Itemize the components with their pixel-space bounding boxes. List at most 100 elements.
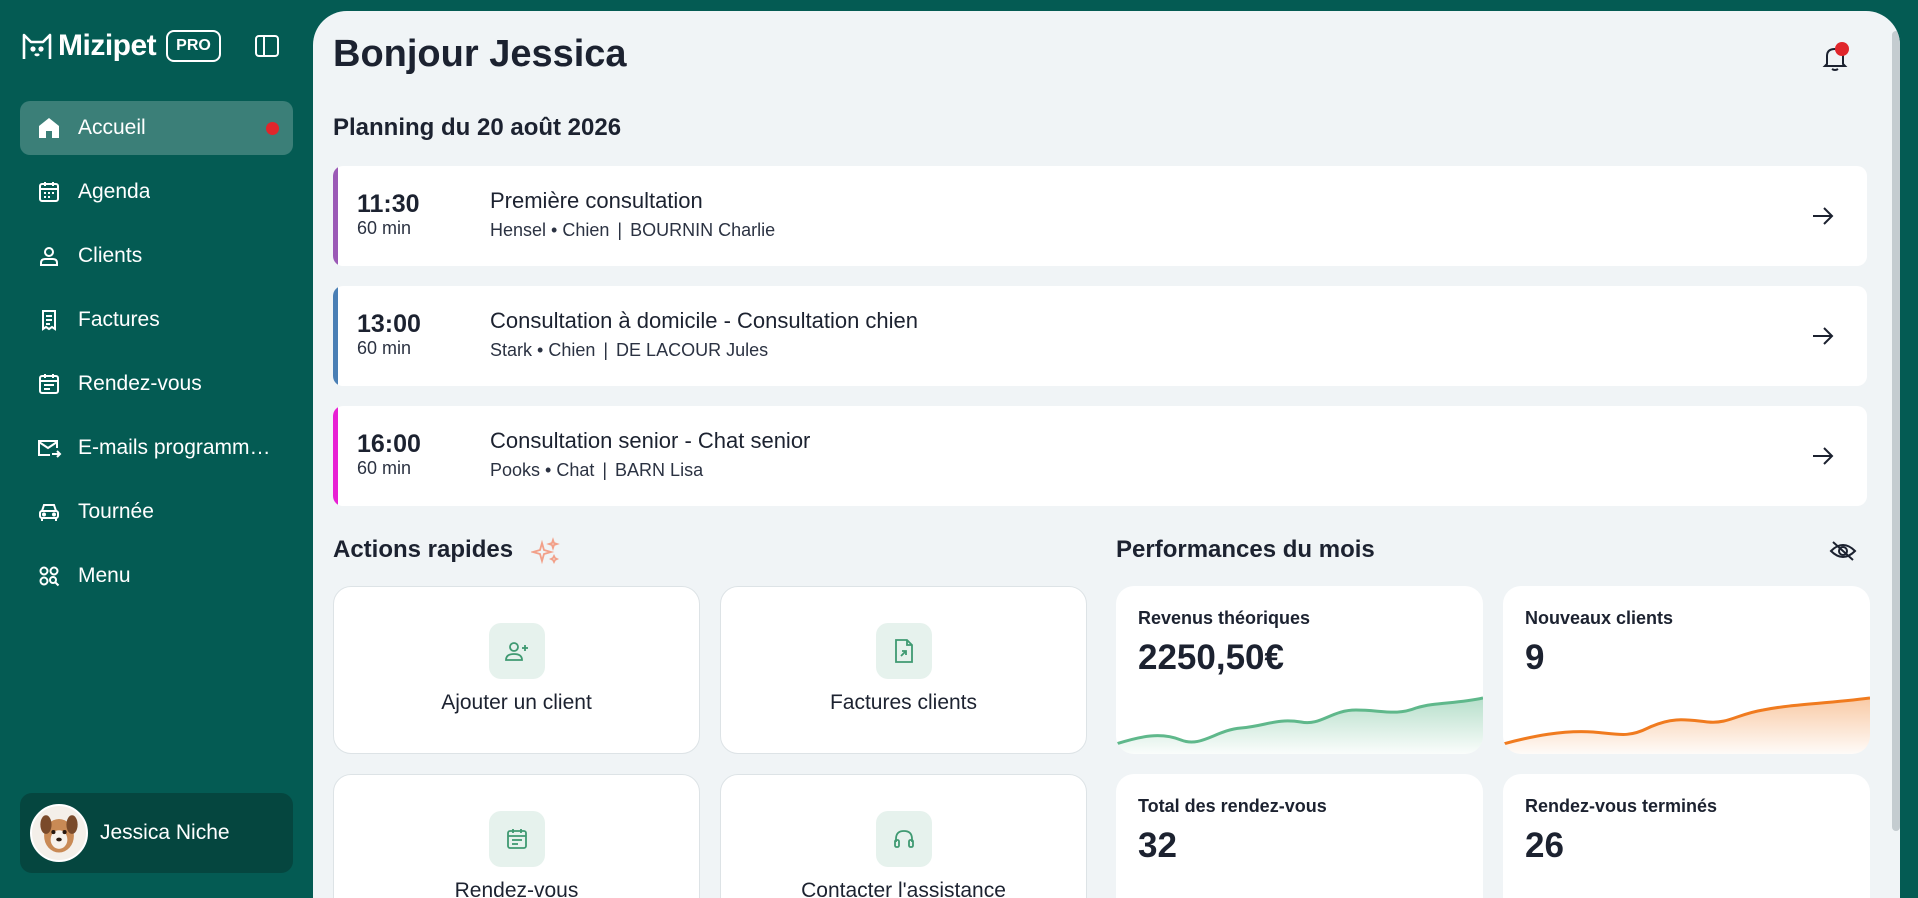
sidebar-item-agenda[interactable]: Agenda (20, 165, 293, 219)
appointment-title: Consultation senior - Chat senior (490, 428, 811, 453)
sidebar-item-factures[interactable]: Factures (20, 293, 293, 347)
appointment-client: DE LACOUR Jules (616, 340, 769, 360)
metric-label: Revenus théoriques (1138, 608, 1311, 628)
sidebar-item-emails-programmes[interactable]: E-mails programm… (20, 421, 293, 475)
notification-dot (1835, 42, 1849, 56)
add-client-button[interactable]: Ajouter un client (333, 586, 700, 754)
action-label: Factures clients (829, 691, 978, 714)
notification-dot (266, 122, 279, 135)
cat-logo-icon (20, 28, 56, 64)
mail-send-icon (36, 435, 62, 461)
completed-appointments-sparkline (1503, 862, 1870, 898)
action-label: Ajouter un client (441, 691, 592, 714)
appointment-duration: 60 min (357, 218, 412, 238)
scrollbar[interactable] (1892, 31, 1900, 831)
main-content: Bonjour Jessica Planning du 20 août 2026… (313, 11, 1900, 898)
page-title: Bonjour Jessica (333, 33, 627, 75)
arrow-right-icon[interactable] (1809, 322, 1837, 350)
avatar (30, 804, 88, 862)
completed-appointments-card: Rendez-vous terminés 26 (1503, 774, 1870, 898)
user-plus-icon (489, 623, 545, 679)
appointment-card[interactable]: 13:00 60 min Consultation à domicile - C… (333, 286, 1867, 386)
revenue-card: Revenus théoriques 2250,50€ (1116, 586, 1483, 754)
sidebar-item-label: Rendez-vous (78, 372, 202, 395)
sidebar: Mizipet PRO Accueil (0, 0, 313, 898)
sidebar-item-label: Factures (78, 308, 160, 331)
client-invoices-button[interactable]: Factures clients (720, 586, 1087, 754)
sparkle-icon (529, 537, 561, 567)
appointment-card[interactable]: 16:00 60 min Consultation senior - Chat … (333, 406, 1867, 506)
metric-value: 2250,50€ (1138, 638, 1284, 677)
action-label: Contacter l'assistance (801, 879, 1006, 898)
calendar-list-icon (36, 371, 62, 397)
arrow-right-icon[interactable] (1809, 442, 1837, 470)
headset-icon (876, 811, 932, 867)
appointment-meta: Pooks • Chat | BARN Lisa (490, 460, 704, 480)
appointment-title: Consultation à domicile - Consultation c… (490, 308, 919, 333)
arrow-right-icon[interactable] (1809, 202, 1837, 230)
appointment-time: 13:00 (357, 310, 421, 338)
user-name: Jessica Niche (100, 821, 230, 844)
sidebar-item-label: Tournée (78, 500, 154, 523)
sidebar-item-clients[interactable]: Clients (20, 229, 293, 283)
sidebar-item-menu[interactable]: Menu (20, 549, 293, 603)
new-clients-sparkline (1503, 696, 1870, 754)
performance-title: Performances du mois (1116, 536, 1375, 563)
revenue-sparkline (1116, 696, 1483, 754)
action-label: Rendez-vous (454, 879, 579, 898)
quick-actions-title: Actions rapides (333, 536, 514, 563)
sidebar-item-label: Menu (78, 564, 131, 587)
appointment-pet: Hensel • Chien (490, 220, 610, 240)
file-icon (876, 623, 932, 679)
metric-value: 32 (1138, 826, 1177, 865)
sidebar-item-label: Agenda (78, 180, 151, 203)
planning-title: Planning du 20 août 2026 (333, 114, 622, 141)
appointment-duration: 60 min (357, 338, 412, 358)
pro-badge: PRO (166, 30, 221, 62)
notifications-bell-icon[interactable] (1819, 41, 1851, 75)
appointment-meta: Hensel • Chien | BOURNIN Charlie (490, 220, 776, 240)
sidebar-item-label: E-mails programm… (78, 436, 271, 459)
contact-support-button[interactable]: Contacter l'assistance (720, 774, 1087, 898)
metric-label: Nouveaux clients (1525, 608, 1674, 628)
appointment-color-bar (333, 166, 338, 266)
eye-off-icon[interactable] (1827, 537, 1859, 565)
car-icon (36, 499, 62, 525)
appointment-pet: Stark • Chien (490, 340, 596, 360)
user-profile[interactable]: Jessica Niche (20, 793, 293, 873)
user-icon (36, 243, 62, 269)
new-clients-card: Nouveaux clients 9 (1503, 586, 1870, 754)
brand-name: Mizipet (58, 29, 157, 62)
calendar-list-icon (489, 811, 545, 867)
appointment-client: BARN Lisa (615, 460, 704, 480)
brand[interactable]: Mizipet PRO (20, 26, 221, 66)
total-appointments-card: Total des rendez-vous 32 (1116, 774, 1483, 898)
home-icon (36, 115, 62, 141)
calendar-icon (36, 179, 62, 205)
appointment-time: 11:30 (357, 190, 420, 218)
sidebar-item-label: Clients (78, 244, 143, 267)
appointment-time: 16:00 (357, 430, 421, 458)
receipt-icon (36, 307, 62, 333)
appointment-color-bar (333, 406, 338, 506)
metric-value: 26 (1525, 826, 1564, 865)
total-appointments-sparkline (1116, 862, 1483, 898)
metric-label: Rendez-vous terminés (1525, 796, 1718, 816)
metric-value: 9 (1525, 638, 1545, 677)
sidebar-item-accueil[interactable]: Accueil (20, 101, 293, 155)
sidebar-item-rendez-vous[interactable]: Rendez-vous (20, 357, 293, 411)
sidebar-collapse-icon[interactable] (253, 32, 281, 60)
metric-label: Total des rendez-vous (1138, 796, 1327, 816)
appointment-pet: Pooks • Chat (490, 460, 595, 480)
appointment-card[interactable]: 11:30 60 min Première consultation Hense… (333, 166, 1867, 266)
sidebar-item-label: Accueil (78, 116, 146, 139)
appointment-title: Première consultation (490, 188, 703, 213)
appointment-color-bar (333, 286, 338, 386)
grid-menu-icon (36, 563, 62, 589)
appointment-meta: Stark • Chien | DE LACOUR Jules (490, 340, 769, 360)
appointment-client: BOURNIN Charlie (630, 220, 776, 240)
appointments-button[interactable]: Rendez-vous (333, 774, 700, 898)
appointment-duration: 60 min (357, 458, 412, 478)
sidebar-item-tournee[interactable]: Tournée (20, 485, 293, 539)
main-nav: Accueil Agenda Clients (20, 101, 293, 613)
